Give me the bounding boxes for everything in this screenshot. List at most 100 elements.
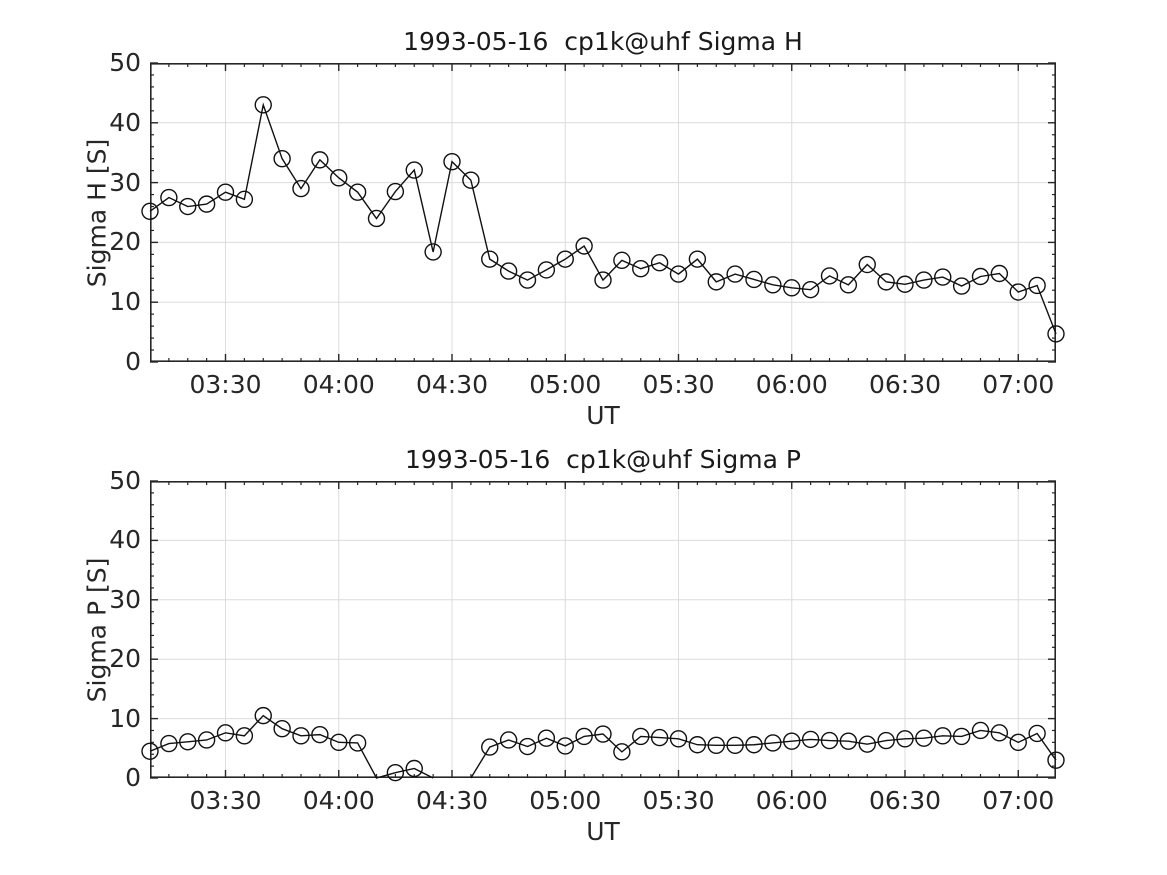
chart-title: 1993-05-16 cp1k@uhf Sigma H [403,27,803,56]
data-point-marker [839,276,858,294]
x-tick-label: 06:30 [868,370,942,399]
data-point-marker [160,188,178,207]
data-point-marker [179,733,197,751]
x-tick-label: 06:00 [755,786,828,815]
data-point-marker [197,195,216,213]
x-tick-label: 04:30 [415,370,489,399]
axes-box [150,481,1057,778]
data-point-marker [1028,276,1046,295]
y-tick-label: 20 [109,227,141,257]
y-axis-label: Sigma H [S] [82,138,112,288]
x-axis-label: UT [586,401,620,430]
data-point-marker [575,237,593,255]
data-point-marker [292,727,310,745]
y-tick-label: 50 [109,466,141,495]
data-point-marker [764,734,782,752]
data-point-marker [273,719,291,738]
data-point-marker [934,727,952,745]
data-point-marker [632,260,650,278]
data-point-marker [235,727,254,745]
data-point-marker [216,724,235,742]
data-point-marker [650,728,669,747]
x-tick-label: 03:30 [189,786,262,815]
x-tick-label: 05:30 [642,370,715,399]
data-point-marker [254,96,272,114]
data-point-marker [971,267,990,286]
data-point-marker [632,727,650,746]
y-tick-label: 0 [125,347,141,376]
data-point-marker [594,725,612,743]
x-tick-label: 05:30 [642,786,715,815]
data-point-marker [386,763,405,782]
plot-area [141,480,1065,782]
data-point-marker [896,730,914,748]
x-tick-label: 05:00 [529,786,602,815]
data-point-marker [160,734,178,753]
x-tick-label: 03:30 [189,370,262,399]
x-tick-label: 04:30 [415,786,489,815]
data-point-marker [499,731,518,749]
data-point-marker [481,250,499,268]
data-point-marker [688,250,707,268]
data-point-marker [348,734,367,752]
y-tick-label: 20 [109,644,141,674]
data-point-marker [556,250,574,268]
data-point-marker [669,730,688,748]
x-tick-label: 07:00 [982,370,1055,399]
data-point-marker [273,149,291,168]
data-point-marker [537,261,556,279]
data-point-marker [594,271,612,289]
data-point-marker [443,152,461,171]
x-tick-label: 06:30 [868,786,942,815]
data-point-marker [235,190,254,209]
data-point-marker [858,255,876,274]
y-tick-label: 40 [109,107,141,137]
data-point-marker [481,738,499,756]
chart-title: 1993-05-16 cp1k@uhf Sigma P [405,445,801,474]
data-point-marker [348,183,367,201]
data-line [149,102,1057,335]
data-point-marker [915,271,933,289]
data-point-marker [311,151,329,169]
data-point-marker [386,182,405,201]
data-point-marker [801,730,820,749]
y-tick-label: 0 [125,763,141,792]
data-point-marker [952,727,971,746]
data-point-marker [707,736,725,755]
plot-area [141,62,1065,363]
axes-box [150,63,1057,362]
data-point-marker [1009,283,1027,301]
data-line [149,714,1057,779]
data-point-marker [330,169,348,187]
data-point-marker [537,729,556,747]
data-point-marker [197,731,216,749]
data-point-marker [952,277,971,295]
data-point-marker [971,721,990,740]
data-point-marker [688,736,707,754]
data-point-marker [405,161,423,179]
data-point-marker [990,264,1009,283]
data-point-marker [783,279,801,297]
y-tick-label: 30 [109,584,141,614]
data-point-marker [216,183,235,201]
data-point-marker [820,267,839,285]
data-point-marker [934,268,952,286]
data-point-marker [1009,733,1027,752]
data-point-marker [1047,751,1065,769]
data-point-marker [311,725,329,744]
data-point-marker [462,171,480,189]
data-point-marker [613,743,631,761]
y-axis-label: Sigma P [S] [82,557,112,703]
x-tick-label: 06:00 [755,370,828,399]
data-point-marker [556,737,574,755]
data-point-marker [1047,325,1065,343]
data-point-marker [915,729,933,747]
data-point-marker [783,732,801,750]
data-point-marker [1028,724,1046,743]
y-tick-label: 50 [109,48,141,77]
data-point-marker [745,736,763,754]
data-point-marker [801,280,820,299]
x-tick-label: 05:00 [529,370,602,399]
data-point-marker [405,759,423,778]
